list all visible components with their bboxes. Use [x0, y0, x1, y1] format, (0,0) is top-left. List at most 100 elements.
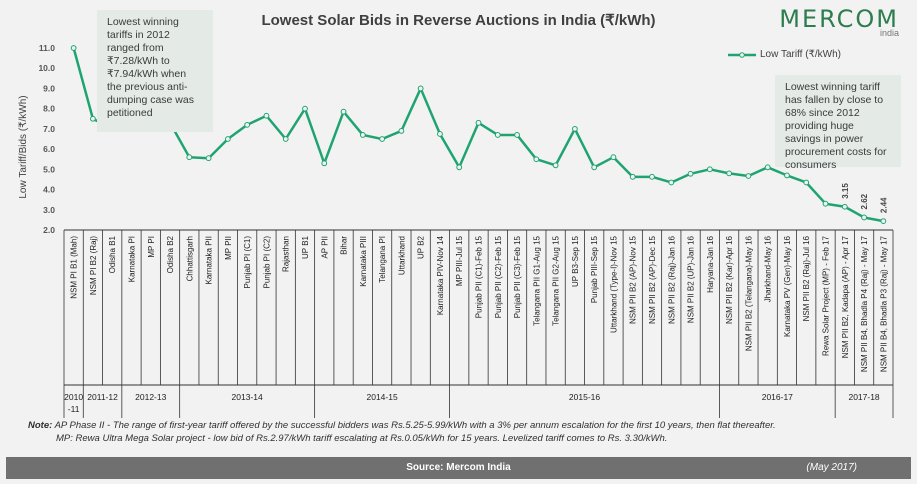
data-point — [552, 162, 559, 169]
data-point — [822, 200, 829, 207]
x-tick-label: Karnataka PI — [127, 236, 136, 282]
x-tick-label: Bihar — [340, 236, 349, 255]
data-point — [629, 173, 636, 180]
footer-bar: Source: Mercom India (May 2017) — [6, 457, 911, 479]
data-label: 2.44 — [879, 197, 888, 213]
data-point — [514, 132, 520, 138]
data-point — [475, 119, 482, 126]
year-label: 2013-14 — [232, 392, 263, 402]
note-line-2: MP: Rewa Ultra Mega Solar project - low … — [56, 433, 668, 444]
data-point — [745, 173, 752, 179]
data-point — [668, 179, 675, 186]
data-point — [244, 121, 251, 128]
data-point — [764, 164, 771, 171]
data-point — [571, 125, 578, 132]
x-tick-label: Punjab PII (C2)-Feb 15 — [494, 235, 503, 318]
x-tick-label: NSM PII B2 (AP)-Nov 15 — [629, 235, 638, 324]
data-label: 2.62 — [860, 193, 869, 209]
data-label: 3.15 — [841, 183, 850, 199]
x-tick-label: Haryana-Jan 16 — [706, 235, 715, 292]
data-point — [359, 132, 366, 138]
chart-title: Lowest Solar Bids in Reverse Auctions in… — [261, 12, 656, 29]
x-tick-label: NSM PI B2 (Raj) — [89, 236, 98, 295]
note-line-1: AP Phase II - The range of first-year ta… — [52, 420, 776, 431]
legend-line-icon — [728, 51, 756, 58]
x-tick-label: Punjab PI (C2) — [262, 236, 271, 289]
data-point — [263, 112, 270, 119]
legend-label: Low Tariff (₹/kWh) — [760, 49, 842, 60]
y-tick-label: 3.0 — [43, 205, 55, 215]
x-tick-label: MP PII — [224, 236, 233, 260]
x-tick-label: Odisha B1 — [108, 235, 117, 273]
data-point — [90, 115, 96, 122]
data-point — [456, 164, 463, 171]
data-point — [533, 156, 540, 163]
data-point — [861, 214, 867, 221]
annotation-left: Lowest winning tariffs in 2012 ranged fr… — [97, 10, 213, 132]
x-tick-label: Punjab PII (C3)-Feb 15 — [513, 235, 522, 318]
data-point — [841, 203, 848, 210]
x-tick-label: Karnataka PIV-Nov 14 — [436, 235, 445, 315]
year-label: 2017-18 — [848, 392, 879, 402]
data-point — [379, 136, 386, 142]
date-text: (May 2017) — [806, 462, 857, 473]
x-tick-label: Karnataka PV (Gen)-May 16 — [783, 235, 792, 336]
x-tick-label: Chhattisgarh — [185, 236, 194, 281]
x-tick-label: NSM PII B2, Kadapa (AP) - Apr 17 — [841, 235, 850, 358]
data-point — [706, 166, 713, 173]
y-tick-label: 5.0 — [43, 164, 55, 174]
data-point — [282, 136, 289, 142]
data-point — [398, 128, 405, 134]
x-tick-label: UP B1 — [301, 235, 310, 259]
x-tick-label: Uttarkhand — [397, 236, 406, 275]
y-tick-label: 8.0 — [43, 104, 55, 114]
logo-name: MERCOM — [779, 5, 899, 33]
x-tick-label: Odisha B2 — [166, 235, 175, 273]
x-tick-label: NSM PI B1 (Mah) — [70, 236, 79, 299]
x-tick-label: Telangana PII G2-Aug 15 — [552, 235, 561, 325]
x-tick-label: NSM PII B4, Bhadla P3 (Raj) - May 17 — [879, 235, 888, 372]
year-label: 2015-16 — [569, 392, 600, 402]
data-point — [302, 105, 308, 112]
x-tick-label: Punjab PI (C1) — [243, 236, 252, 289]
x-tick-label: Rewa Solar Project (MP) - Feb 17 — [822, 235, 831, 356]
x-tick-label: MP PIII-Jul 15 — [455, 235, 464, 286]
logo-sub: india — [879, 28, 899, 38]
data-point — [494, 132, 501, 138]
x-tick-label: NSM PII B4, Bhadla P4 (Raj) - May 17 — [860, 235, 869, 372]
x-tick-label: Karnataka PIII — [359, 236, 368, 287]
source-text: Source: Mercom India — [406, 462, 511, 473]
x-tick-label: Telangana PI — [378, 236, 387, 283]
data-point — [726, 170, 733, 177]
year-label: 2014-15 — [367, 392, 398, 402]
data-point — [437, 131, 443, 137]
data-point — [224, 136, 231, 142]
data-point — [649, 173, 655, 180]
data-point — [803, 179, 810, 186]
legend: Low Tariff (₹/kWh) — [728, 49, 841, 60]
chart-notes: Note: AP Phase II - The range of first-y… — [28, 419, 776, 445]
x-tick-label: UP B2 — [417, 235, 426, 259]
data-point — [610, 154, 617, 161]
y-tick-label: 10.0 — [38, 63, 55, 73]
data-point — [186, 154, 193, 161]
data-point — [417, 85, 424, 92]
year-label: -11 — [68, 404, 80, 414]
data-point — [205, 155, 212, 162]
year-label: 2010 — [64, 392, 83, 402]
data-point — [880, 218, 887, 225]
y-tick-label: 4.0 — [43, 185, 55, 195]
data-point — [687, 170, 694, 177]
year-label: 2011-12 — [87, 392, 118, 402]
x-tick-label: AP PII — [320, 236, 329, 259]
x-tick-label: Karnataka PII — [205, 236, 214, 284]
x-tick-label: NSM PII B2 (Telangana)-May 16 — [744, 235, 753, 351]
x-tick-label: NSM PII B2 (UP)-Jan 16 — [687, 235, 696, 323]
x-tick-label: UP B3-Sep 15 — [571, 235, 580, 287]
annotation-right: Lowest winning tariff has fallen by clos… — [775, 75, 901, 171]
x-tick-label: Telangana PII G1-Aug 15 — [532, 235, 541, 325]
x-tick-label: NSM PII B2 (Kar)-Apr 16 — [725, 235, 734, 324]
x-tick-label: Rajasthan — [282, 236, 291, 272]
y-axis-label: Low Tariff/Bids (₹/kWh) — [18, 95, 29, 198]
